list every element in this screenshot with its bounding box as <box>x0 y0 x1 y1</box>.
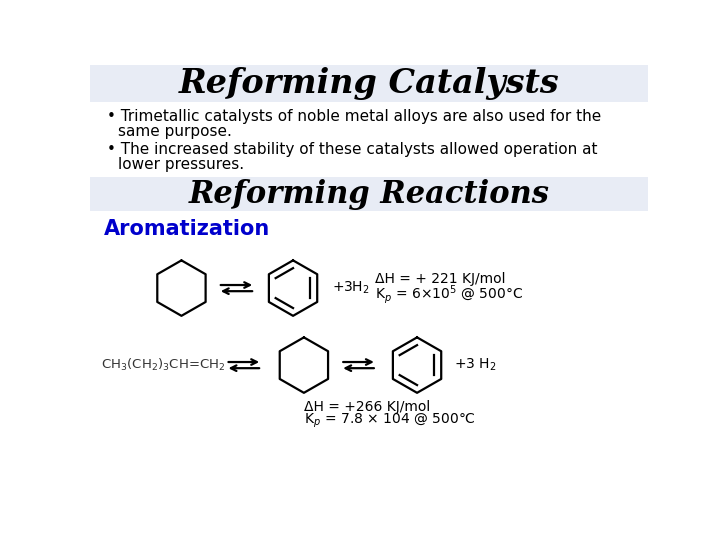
Text: ΔH = +266 KJ/mol: ΔH = +266 KJ/mol <box>304 401 430 415</box>
Text: same purpose.: same purpose. <box>118 124 232 139</box>
Text: +3H$_2$: +3H$_2$ <box>332 280 369 296</box>
Text: K$_p$ = 6×10$^5$ @ 500°C: K$_p$ = 6×10$^5$ @ 500°C <box>375 283 523 306</box>
Text: ΔH = + 221 KJ/mol: ΔH = + 221 KJ/mol <box>375 272 505 286</box>
Text: • The increased stability of these catalysts allowed operation at: • The increased stability of these catal… <box>107 142 598 157</box>
Text: +3 H$_2$: +3 H$_2$ <box>454 357 497 373</box>
Text: lower pressures.: lower pressures. <box>118 157 244 172</box>
Text: CH$_3$(CH$_2$)$_3$CH=CH$_2$: CH$_3$(CH$_2$)$_3$CH=CH$_2$ <box>101 357 225 373</box>
Text: Reforming Catalysts: Reforming Catalysts <box>179 67 559 100</box>
Text: K$_p$ = 7.8 × 104 @ 500°C: K$_p$ = 7.8 × 104 @ 500°C <box>304 412 476 430</box>
Text: Aromatization: Aromatization <box>104 219 270 239</box>
FancyBboxPatch shape <box>90 177 648 211</box>
Text: • Trimetallic catalysts of noble metal alloys are also used for the: • Trimetallic catalysts of noble metal a… <box>107 109 601 124</box>
FancyBboxPatch shape <box>90 65 648 102</box>
Text: Reforming Reactions: Reforming Reactions <box>189 179 549 210</box>
